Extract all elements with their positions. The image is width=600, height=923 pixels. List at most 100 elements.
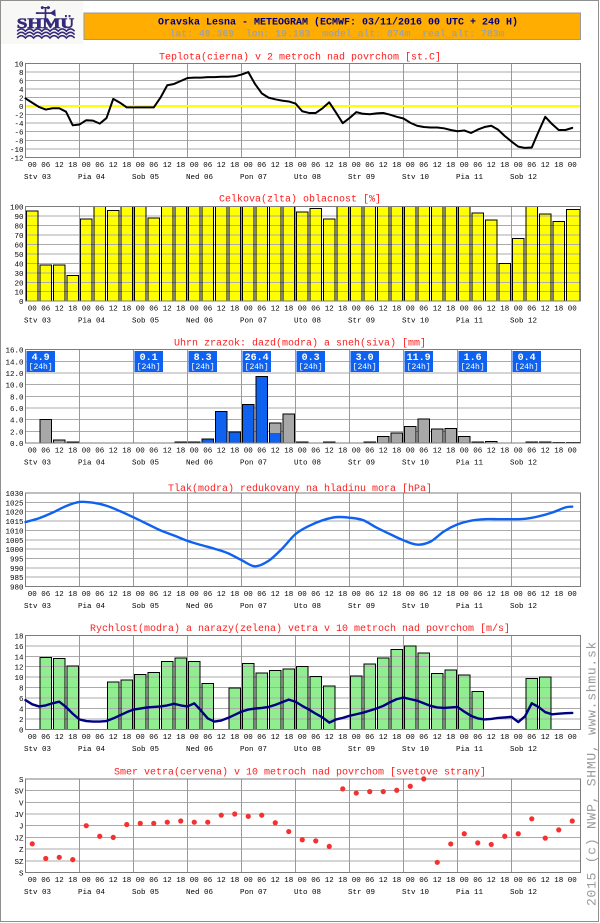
svg-text:12: 12 bbox=[14, 665, 23, 673]
svg-text:00: 00 bbox=[568, 591, 578, 599]
svg-text:00: 00 bbox=[136, 306, 146, 314]
svg-text:18: 18 bbox=[392, 591, 401, 599]
svg-text:[24h]: [24h] bbox=[245, 363, 269, 372]
svg-text:06: 06 bbox=[473, 877, 483, 885]
svg-text:Stv 10: Stv 10 bbox=[402, 318, 430, 326]
svg-text:06: 06 bbox=[41, 734, 51, 742]
svg-text:995: 995 bbox=[10, 556, 24, 564]
svg-text:18: 18 bbox=[122, 734, 131, 742]
svg-text:0.3: 0.3 bbox=[302, 353, 320, 364]
svg-text:00: 00 bbox=[82, 591, 92, 599]
svg-text:00: 00 bbox=[28, 306, 38, 314]
svg-text:60: 60 bbox=[14, 242, 24, 250]
svg-text:Pia 11: Pia 11 bbox=[456, 746, 484, 754]
svg-text:12: 12 bbox=[217, 162, 226, 170]
svg-text:8: 8 bbox=[19, 70, 24, 78]
svg-text:12: 12 bbox=[325, 448, 334, 456]
svg-text:2: 2 bbox=[19, 717, 24, 725]
svg-text:18: 18 bbox=[122, 448, 131, 456]
svg-text:30: 30 bbox=[14, 271, 24, 279]
svg-text:00: 00 bbox=[514, 877, 524, 885]
svg-text:06: 06 bbox=[257, 734, 267, 742]
svg-text:00: 00 bbox=[352, 162, 362, 170]
svg-text:12: 12 bbox=[271, 162, 280, 170]
svg-text:12: 12 bbox=[109, 877, 118, 885]
svg-text:100: 100 bbox=[10, 205, 24, 213]
svg-text:S: S bbox=[19, 777, 24, 785]
svg-text:00: 00 bbox=[460, 306, 470, 314]
svg-text:Pia 11: Pia 11 bbox=[456, 889, 484, 897]
svg-text:18: 18 bbox=[500, 591, 509, 599]
svg-text:Sob 05: Sob 05 bbox=[132, 174, 160, 182]
svg-text:18: 18 bbox=[230, 877, 239, 885]
svg-text:0: 0 bbox=[19, 299, 24, 307]
svg-text:18: 18 bbox=[446, 591, 455, 599]
svg-text:06: 06 bbox=[149, 448, 159, 456]
svg-text:06: 06 bbox=[365, 306, 375, 314]
svg-text:12: 12 bbox=[487, 877, 496, 885]
svg-text:18: 18 bbox=[446, 306, 455, 314]
svg-text:Uto 08: Uto 08 bbox=[294, 889, 321, 897]
svg-text:18: 18 bbox=[554, 162, 563, 170]
svg-text:12: 12 bbox=[541, 448, 550, 456]
svg-text:0.1: 0.1 bbox=[140, 353, 158, 364]
svg-text:980: 980 bbox=[10, 585, 24, 593]
svg-text:06: 06 bbox=[257, 591, 267, 599]
svg-text:18: 18 bbox=[500, 306, 509, 314]
svg-text:00: 00 bbox=[406, 877, 416, 885]
svg-text:18: 18 bbox=[446, 877, 455, 885]
svg-text:18: 18 bbox=[68, 591, 77, 599]
svg-text:06: 06 bbox=[365, 877, 375, 885]
svg-text:12: 12 bbox=[541, 306, 550, 314]
svg-text:12: 12 bbox=[55, 591, 64, 599]
svg-text:00: 00 bbox=[460, 448, 470, 456]
svg-text:12: 12 bbox=[55, 306, 64, 314]
svg-text:Ned 06: Ned 06 bbox=[186, 318, 214, 326]
svg-text:20: 20 bbox=[14, 280, 24, 288]
svg-text:18: 18 bbox=[122, 877, 131, 885]
svg-text:-10: -10 bbox=[10, 147, 24, 155]
svg-text:12: 12 bbox=[271, 877, 280, 885]
svg-text:4.0: 4.0 bbox=[10, 418, 24, 426]
svg-text:00: 00 bbox=[568, 162, 578, 170]
svg-text:0: 0 bbox=[19, 104, 24, 112]
svg-text:06: 06 bbox=[311, 162, 321, 170]
svg-text:00: 00 bbox=[568, 306, 578, 314]
svg-text:JV: JV bbox=[14, 812, 24, 820]
svg-text:12: 12 bbox=[379, 734, 388, 742]
svg-text:[24h]: [24h] bbox=[191, 363, 215, 372]
svg-text:Pia 04: Pia 04 bbox=[78, 460, 106, 468]
svg-text:12: 12 bbox=[541, 877, 550, 885]
svg-text:06: 06 bbox=[203, 162, 213, 170]
svg-text:18: 18 bbox=[338, 877, 347, 885]
svg-text:Pia 04: Pia 04 bbox=[78, 889, 106, 897]
svg-text:1020: 1020 bbox=[5, 510, 24, 518]
svg-text:00: 00 bbox=[82, 448, 92, 456]
svg-text:00: 00 bbox=[244, 162, 254, 170]
svg-text:18: 18 bbox=[500, 448, 509, 456]
svg-text:3.0: 3.0 bbox=[356, 353, 374, 364]
svg-text:Ned 06: Ned 06 bbox=[186, 746, 214, 754]
svg-text:12: 12 bbox=[109, 591, 118, 599]
svg-text:Pon 07: Pon 07 bbox=[240, 460, 267, 468]
svg-text:Sob 05: Sob 05 bbox=[132, 889, 160, 897]
svg-text:Ned 06: Ned 06 bbox=[186, 174, 214, 182]
svg-text:12: 12 bbox=[217, 306, 226, 314]
svg-text:Stv 10: Stv 10 bbox=[402, 889, 430, 897]
svg-text:06: 06 bbox=[257, 448, 267, 456]
svg-text:10: 10 bbox=[14, 62, 24, 70]
svg-text:00: 00 bbox=[514, 734, 524, 742]
svg-text:1025: 1025 bbox=[5, 500, 24, 508]
svg-text:Stv 10: Stv 10 bbox=[402, 174, 430, 182]
svg-text:[24h]: [24h] bbox=[461, 363, 485, 372]
svg-text:1030: 1030 bbox=[5, 491, 24, 499]
svg-text:Stv 03: Stv 03 bbox=[24, 889, 52, 897]
svg-text:12: 12 bbox=[379, 162, 388, 170]
svg-text:00: 00 bbox=[28, 877, 38, 885]
svg-text:12: 12 bbox=[433, 162, 442, 170]
svg-text:Uto 08: Uto 08 bbox=[294, 318, 321, 326]
svg-text:-4: -4 bbox=[14, 121, 24, 129]
svg-text:18: 18 bbox=[392, 162, 401, 170]
svg-text:SHMU: SHMU bbox=[17, 16, 75, 32]
svg-text:00: 00 bbox=[460, 162, 470, 170]
